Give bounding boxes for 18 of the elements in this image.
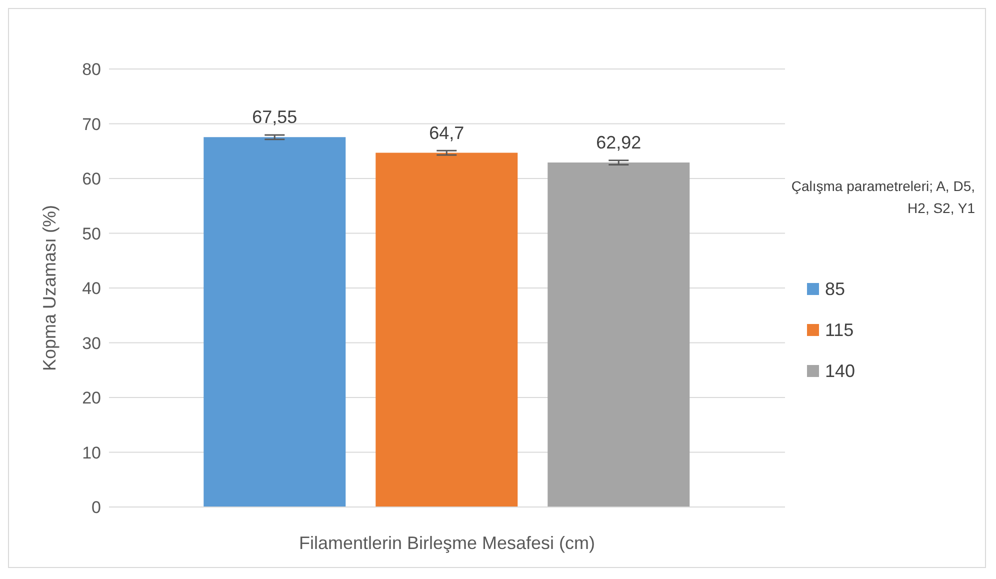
y-tick-label: 60 <box>82 170 101 189</box>
legend-title: Çalışma parametreleri; A, D5, H2, S2, Y1 <box>790 176 975 218</box>
x-axis-title: Filamentlerin Birleşme Mesafesi (cm) <box>298 533 596 553</box>
data-label: 62,92 <box>596 132 642 153</box>
y-tick-label: 70 <box>82 114 101 134</box>
y-tick-label: 80 <box>82 60 101 80</box>
y-tick-label: 40 <box>82 279 101 298</box>
y-tick-label: 30 <box>82 334 101 353</box>
y-tick-label: 10 <box>82 443 101 462</box>
legend-label: 140 <box>825 360 856 382</box>
y-axis-title: Kopma Uzaması (%) <box>39 204 60 372</box>
legend-label: 115 <box>825 320 854 340</box>
data-label: 64,7 <box>429 122 464 143</box>
data-label: 67,55 <box>252 107 298 128</box>
y-tick-label: 0 <box>92 498 101 518</box>
y-tick-label: 50 <box>82 224 101 244</box>
legend-label: 85 <box>825 278 846 300</box>
y-tick-label: 20 <box>82 388 101 408</box>
